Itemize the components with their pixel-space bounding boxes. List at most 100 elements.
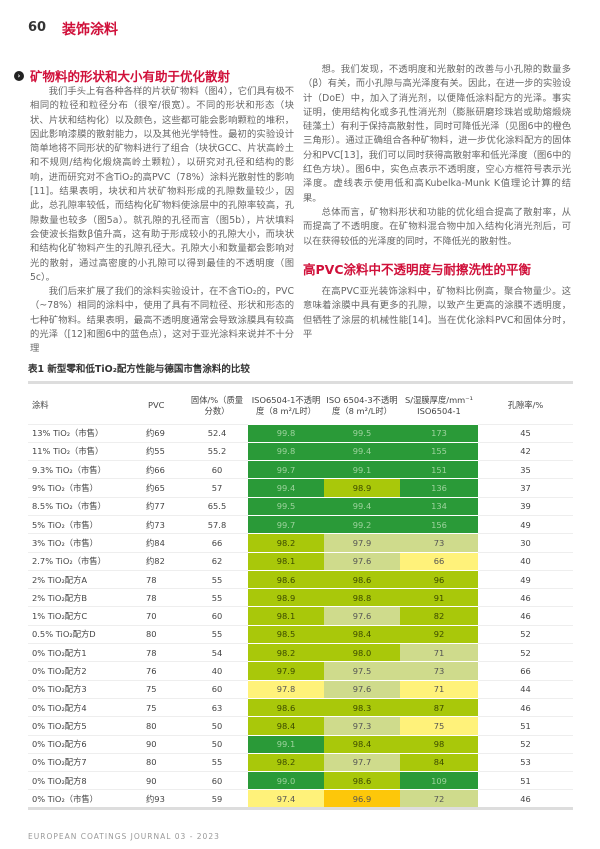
col-header: 孔隙率/%	[507, 400, 544, 411]
section-title: 装饰涂料	[62, 22, 118, 38]
cell-op3: 97.6	[324, 551, 400, 571]
cell-op1: 98.2	[248, 643, 324, 662]
cell-por: 39	[478, 496, 573, 516]
cell-por: 52	[478, 643, 573, 662]
cell-pvc: 90	[146, 734, 186, 754]
cell-op3: 99.4	[324, 496, 400, 516]
cell-solids: 55.2	[186, 441, 248, 461]
cell-solids: 50	[186, 734, 248, 754]
paragraph: 总体而言，矿物料形状和功能的优化组合提高了散射率，从而提高了不透明度。在矿物料混…	[303, 206, 571, 247]
table-row: 11% TiO₂（市售） 约55 55.2 99.8 99.4 155 42	[28, 441, 573, 461]
cell-name: 0% TiO₂配方2	[28, 661, 146, 681]
col-header: S/湿膜厚度/mm⁻¹ ISO6504-1	[405, 394, 473, 416]
cell-solids: 57.8	[186, 514, 248, 534]
cell-solids: 55	[186, 569, 248, 589]
cell-pvc: 约55	[146, 441, 186, 461]
cell-op3: 99.1	[324, 460, 400, 479]
article-heading: › 矿物料的形状和大小有助于优化散射	[14, 66, 230, 85]
table-row: 0% TiO₂配方3 75 60 97.8 97.6 71 44	[28, 679, 573, 699]
cell-op1: 98.2	[248, 533, 324, 553]
cell-solids: 66	[186, 533, 248, 553]
table-row: 0.5% TiO₂配方D 80 55 98.5 98.4 92 52	[28, 624, 573, 644]
col-header: ISO6504-1不透明度（8 m²/L时）	[251, 394, 321, 416]
cell-pvc: 70	[146, 606, 186, 626]
cell-op3: 97.3	[324, 716, 400, 736]
cell-por: 52	[478, 624, 573, 644]
cell-op1: 99.1	[248, 734, 324, 754]
cell-solids: 57	[186, 478, 248, 498]
cell-solids: 62	[186, 551, 248, 571]
table-row: 13% TiO₂（市售） 约69 52.4 99.8 99.5 173 45	[28, 423, 573, 443]
table-row: 9.3% TiO₂（市售） 约66 60 99.7 99.1 151 35	[28, 460, 573, 479]
col-header: 涂料	[32, 400, 49, 411]
cell-por: 49	[478, 569, 573, 589]
cell-por: 66	[478, 661, 573, 681]
cell-name: 13% TiO₂（市售）	[28, 423, 146, 443]
table-row: 2% TiO₂配方B 78 55 98.9 98.8 91 46	[28, 588, 573, 607]
cell-solids: 60	[186, 679, 248, 699]
paragraph: 我们手头上有各种各样的片状矿物料（图4），它们具有极不相同的粒径和粒径分布（很窄…	[30, 86, 294, 283]
cell-solids: 55	[186, 624, 248, 644]
cell-op1: 98.5	[248, 624, 324, 644]
cell-por: 30	[478, 533, 573, 553]
table-row: 1% TiO₂配方C 70 60 98.1 97.6 82 46	[28, 606, 573, 626]
cell-s: 92	[400, 624, 478, 644]
cell-pvc: 约82	[146, 551, 186, 571]
cell-op1: 97.4	[248, 789, 324, 810]
cell-por: 42	[478, 441, 573, 461]
cell-s: 66	[400, 551, 478, 571]
cell-s: 91	[400, 588, 478, 607]
cell-s: 136	[400, 478, 478, 498]
cell-s: 71	[400, 643, 478, 662]
cell-por: 46	[478, 588, 573, 607]
cell-s: 156	[400, 514, 478, 534]
cell-por: 51	[478, 771, 573, 790]
cell-op1: 99.8	[248, 423, 324, 443]
cell-pvc: 约93	[146, 789, 186, 810]
cell-s: 71	[400, 679, 478, 699]
cell-op1: 99.7	[248, 460, 324, 479]
cell-pvc: 75	[146, 697, 186, 717]
cell-name: 2.7% TiO₂（市售）	[28, 551, 146, 571]
cell-op3: 97.6	[324, 606, 400, 626]
table-row: 0% TiO₂配方8 90 60 99.0 98.6 109 51	[28, 771, 573, 790]
cell-s: 151	[400, 460, 478, 479]
cell-por: 46	[478, 789, 573, 810]
cell-s: 87	[400, 697, 478, 717]
cell-name: 0% TiO₂配方5	[28, 716, 146, 736]
cell-solids: 50	[186, 716, 248, 736]
cell-solids: 54	[186, 643, 248, 662]
cell-pvc: 90	[146, 771, 186, 790]
cell-solids: 65.5	[186, 496, 248, 516]
cell-op3: 99.5	[324, 423, 400, 443]
cell-op1: 98.2	[248, 752, 324, 772]
cell-solids: 40	[186, 661, 248, 681]
table-row: 5% TiO₂（市售） 约73 57.8 99.7 99.2 156 49	[28, 514, 573, 534]
cell-name: 3% TiO₂（市售）	[28, 533, 146, 553]
cell-por: 52	[478, 734, 573, 754]
cell-s: 75	[400, 716, 478, 736]
cell-s: 84	[400, 752, 478, 772]
paragraph: 想。我们发现，不透明度和光散射的改善与小孔隙的数量多（β）有关，而小孔隙与高光泽…	[303, 64, 571, 204]
cell-s: 155	[400, 441, 478, 461]
cell-name: 2% TiO₂配方B	[28, 588, 146, 607]
table-row: 9% TiO₂（市售） 约65 57 99.4 98.9 136 37	[28, 478, 573, 498]
cell-s: 73	[400, 661, 478, 681]
cell-por: 53	[478, 752, 573, 772]
cell-pvc: 78	[146, 643, 186, 662]
cell-name: 0% TiO₂配方3	[28, 679, 146, 699]
cell-solids: 63	[186, 697, 248, 717]
table-row: 0% TiO₂配方4 75 63 98.6 98.3 87 46	[28, 697, 573, 717]
cell-s: 96	[400, 569, 478, 589]
cell-op1: 99.5	[248, 496, 324, 516]
paragraph: 在高PVC亚光装饰涂料中，矿物料比例高，聚合物量少。这意味着涂膜中具有更多的孔隙…	[303, 286, 571, 341]
cell-op1: 97.9	[248, 661, 324, 681]
cell-op1: 98.1	[248, 606, 324, 626]
cell-op3: 97.9	[324, 533, 400, 553]
cell-op3: 98.6	[324, 771, 400, 790]
cell-por: 46	[478, 697, 573, 717]
cell-por: 35	[478, 460, 573, 479]
page-number: 60	[28, 20, 47, 35]
cell-name: 2% TiO₂配方A	[28, 569, 146, 589]
cell-name: 0% TiO₂配方7	[28, 752, 146, 772]
